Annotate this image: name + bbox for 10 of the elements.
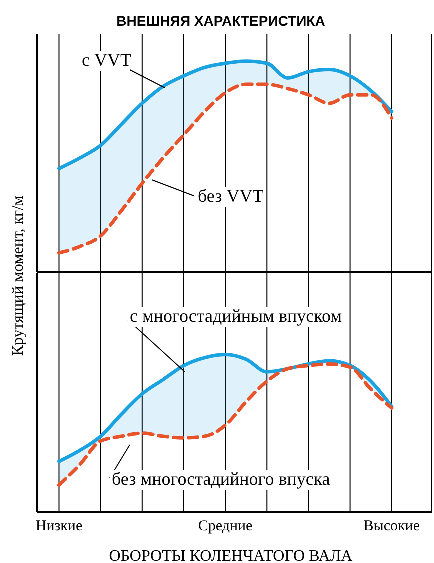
series-label: с VVT (82, 50, 132, 70)
text: с многостадийным впуском (130, 306, 342, 326)
x-axis-title: ОБОРОТЫ КОЛЕНЧАТОГО ВАЛА (108, 548, 354, 563)
x-tick-label: Низкие (36, 518, 83, 535)
x-tick-label: Средние (198, 518, 254, 535)
x-tick-label: Высокие (364, 518, 420, 535)
chart-title: ВНЕШНЯЯ ХАРАКТЕРИСТИКА (116, 12, 326, 31)
series-label: без многостадийного впуска (112, 469, 330, 489)
text: без VVT (198, 186, 264, 206)
y-axis-title: Крутящий момент, кг/м (10, 196, 28, 356)
